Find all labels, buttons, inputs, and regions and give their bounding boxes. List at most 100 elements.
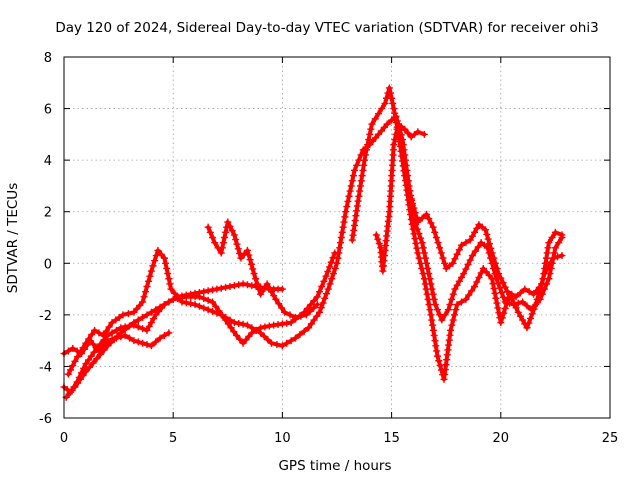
data-point-marker <box>112 326 120 334</box>
data-point-marker <box>523 302 531 310</box>
data-point-marker <box>174 294 182 302</box>
data-point-marker <box>82 360 90 368</box>
x-tick-label: 0 <box>60 431 68 446</box>
data-point-marker <box>455 246 463 254</box>
data-point-marker <box>484 235 492 243</box>
data-point-marker <box>330 270 338 278</box>
data-point-marker <box>143 326 151 334</box>
data-point-marker <box>349 172 357 180</box>
data-point-marker <box>143 311 151 319</box>
data-point-marker <box>340 218 348 226</box>
data-point-marker <box>457 273 465 281</box>
x-tick-label: 20 <box>493 431 510 446</box>
data-point-marker <box>165 329 173 337</box>
data-point-marker <box>76 375 84 383</box>
data-point-marker <box>221 234 229 241</box>
data-point-marker <box>195 293 203 301</box>
data-point-marker <box>119 311 127 319</box>
data-point-marker <box>491 289 499 297</box>
data-point-marker <box>154 246 162 254</box>
data-point-marker <box>433 306 441 314</box>
data-point-marker <box>142 288 150 296</box>
data-point-marker <box>542 259 550 267</box>
data-point-marker <box>512 304 520 312</box>
data-point-marker <box>396 138 404 146</box>
data-point-marker <box>108 319 116 327</box>
data-point-marker <box>397 147 405 155</box>
data-point-marker <box>451 255 459 263</box>
data-point-marker <box>74 353 82 361</box>
data-point-marker <box>462 239 470 247</box>
data-point-marker <box>265 284 273 292</box>
y-tick-labels: -6 -4 -2 0 2 4 6 8 <box>39 51 52 427</box>
data-point-marker <box>366 130 374 138</box>
data-point-marker <box>368 120 376 128</box>
data-point-marker <box>424 264 432 272</box>
data-point-marker <box>200 304 208 312</box>
data-point-marker <box>134 323 142 331</box>
data-point-marker <box>336 239 344 247</box>
data-point-marker <box>500 309 508 317</box>
data-point-marker <box>265 322 273 330</box>
data-point-marker <box>217 249 225 257</box>
data-point-marker <box>503 300 511 308</box>
data-point-marker <box>429 223 437 231</box>
series-track-6 <box>348 84 566 383</box>
data-point-marker <box>88 331 96 339</box>
data-point-marker <box>521 285 529 293</box>
data-point-marker <box>473 224 481 232</box>
data-series <box>60 84 566 401</box>
data-point-marker <box>451 285 459 293</box>
data-point-marker <box>252 326 260 334</box>
data-point-marker <box>414 249 422 257</box>
data-point-marker <box>224 218 232 226</box>
data-point-marker <box>393 125 401 133</box>
data-point-marker <box>217 311 225 319</box>
data-point-marker <box>319 299 327 307</box>
data-point-marker <box>471 228 479 236</box>
data-point-marker <box>487 244 495 252</box>
data-point-marker <box>283 339 291 347</box>
data-point-marker <box>321 294 329 302</box>
data-point-marker <box>474 243 482 251</box>
data-point-marker <box>239 320 247 328</box>
data-point-marker <box>468 252 476 260</box>
data-point-marker <box>421 254 429 262</box>
data-point-marker <box>413 244 421 252</box>
data-point-marker <box>230 282 238 290</box>
data-point-marker <box>402 181 410 189</box>
x-tick-labels: 0 5 10 15 20 25 <box>60 431 618 446</box>
data-point-marker <box>152 252 160 260</box>
data-point-marker <box>501 283 509 291</box>
data-point-marker <box>430 295 438 303</box>
data-point-marker <box>532 301 540 309</box>
data-point-marker <box>550 249 558 257</box>
data-point-marker <box>157 250 165 258</box>
data-point-marker <box>399 162 407 170</box>
data-point-marker <box>204 306 212 314</box>
data-point-marker <box>389 99 397 107</box>
data-point-marker <box>453 250 461 258</box>
data-point-marker <box>260 332 268 340</box>
data-point-marker <box>558 231 566 239</box>
data-point-marker <box>326 263 334 271</box>
data-point-marker <box>527 314 535 322</box>
data-point-marker <box>528 310 536 318</box>
data-point-marker <box>64 347 72 355</box>
data-point-marker <box>160 301 168 309</box>
data-point-marker <box>85 335 93 343</box>
y-tick-label: 0 <box>44 257 52 272</box>
data-point-marker <box>495 270 503 278</box>
data-point-marker <box>313 312 321 320</box>
data-point-marker <box>549 254 557 262</box>
data-point-marker <box>230 319 238 327</box>
data-point-marker <box>365 136 373 144</box>
data-point-marker <box>439 254 447 262</box>
data-point-marker <box>436 361 444 369</box>
data-point-marker <box>243 246 251 254</box>
data-point-marker <box>490 254 498 262</box>
data-point-marker <box>182 299 190 307</box>
data-point-marker <box>87 352 95 360</box>
data-point-marker <box>152 306 160 314</box>
data-point-marker <box>401 125 409 133</box>
